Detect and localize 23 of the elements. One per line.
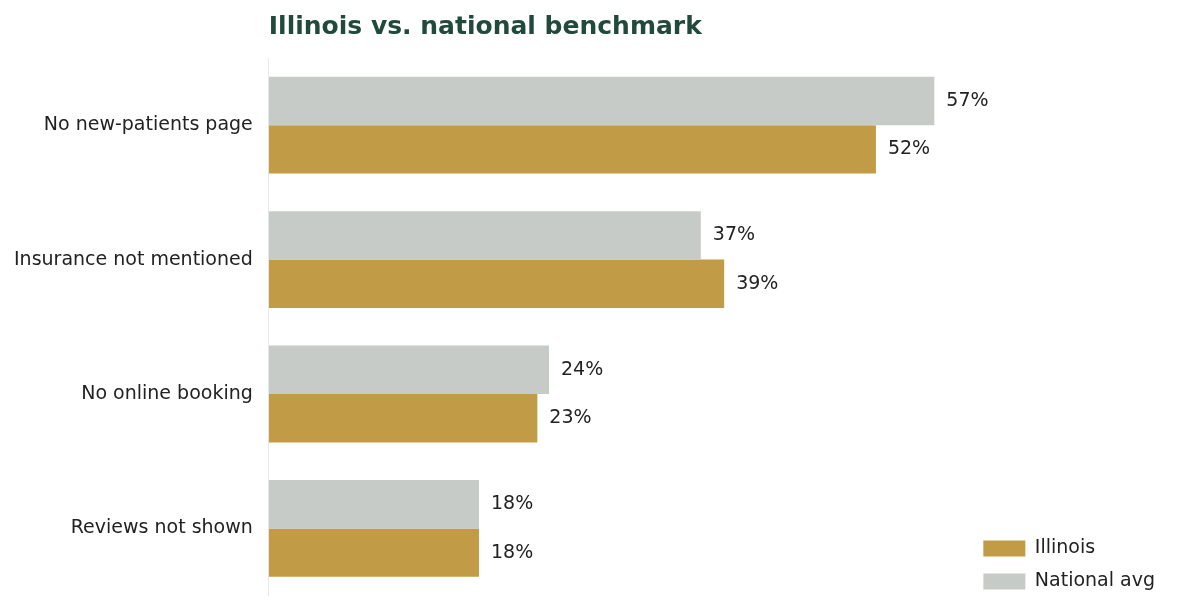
y-tick-label: Reviews not shown [70,515,253,538]
data-label: 37% [712,222,756,245]
bar [268,211,701,260]
y-tick-label: No online booking [81,380,253,403]
bar [268,345,550,394]
legend-label: Illinois [1034,535,1096,558]
bar [268,259,725,308]
data-label: 39% [736,270,779,293]
data-label: 23% [549,405,592,428]
data-label: 18% [490,491,534,514]
bar [268,528,479,577]
bar [268,480,479,529]
y-tick-label: Insurance not mentioned [13,246,253,269]
bar [268,394,538,443]
data-label: 57% [946,87,989,110]
y-tick-label: No new-patients page [43,112,253,135]
legend-label: National avg [1034,568,1156,591]
data-label: 18% [490,539,534,562]
bar [268,125,876,174]
data-label: 24% [561,356,604,379]
data-label: 52% [887,136,931,159]
bar [268,76,935,126]
chart-title: Illinois vs. national benchmark [268,10,704,40]
